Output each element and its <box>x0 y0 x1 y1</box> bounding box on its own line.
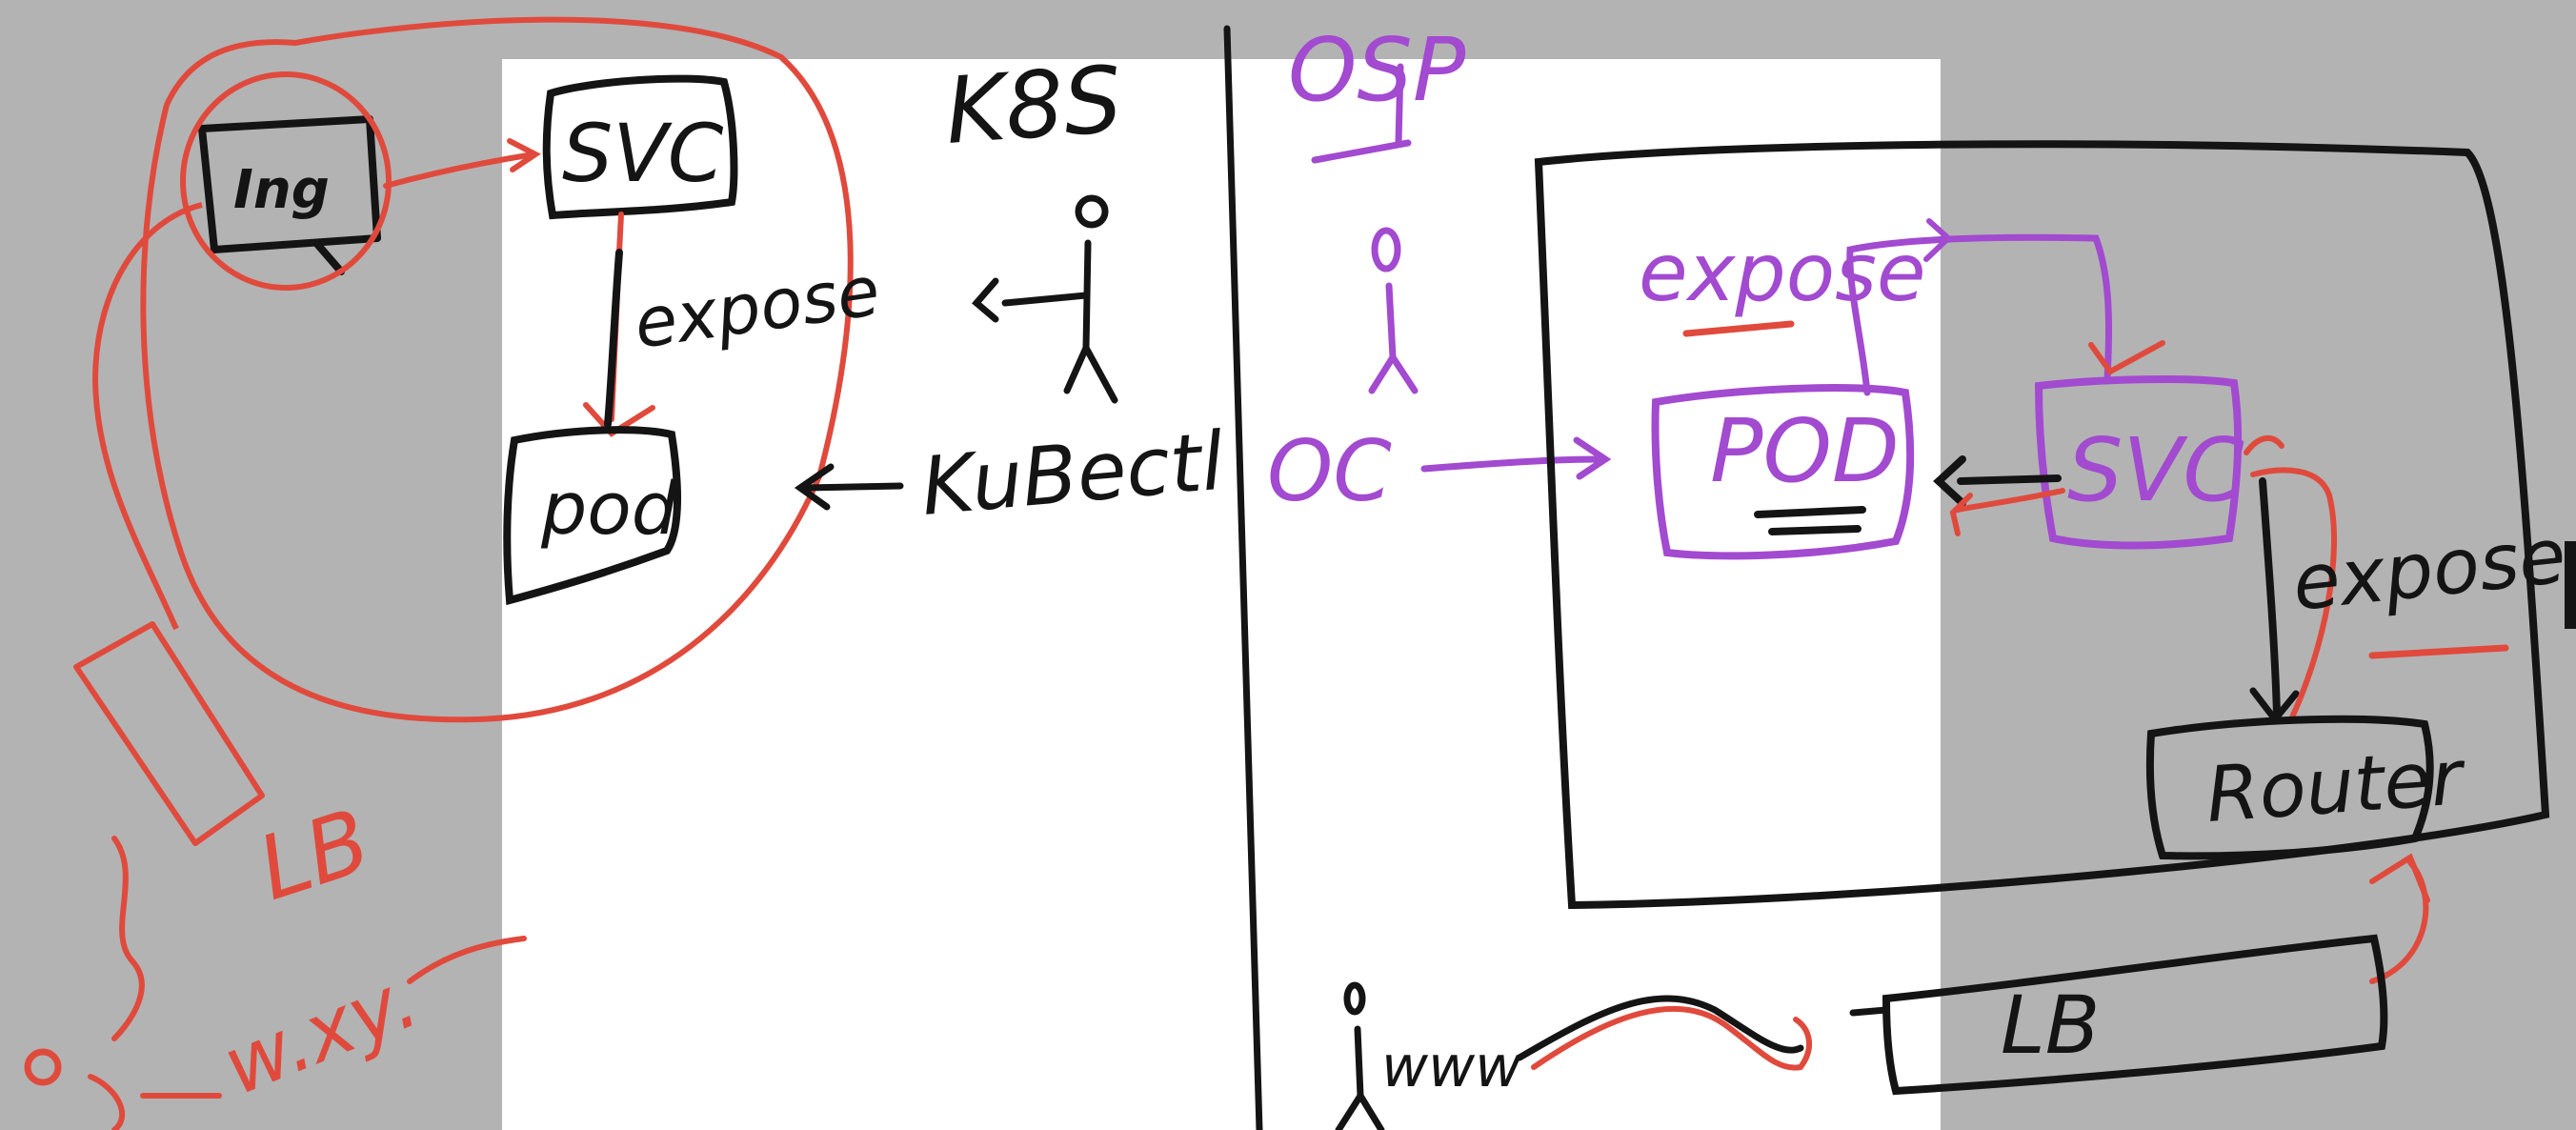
left-user-body <box>88 1074 222 1130</box>
ing-box <box>198 115 381 253</box>
divider-line <box>1223 25 1263 1130</box>
right-lb-lead <box>1849 1006 1890 1017</box>
osp-expose-label: expose <box>1639 226 1926 319</box>
left-lb-label: LB <box>247 790 382 920</box>
scroll-indicator[interactable] <box>2565 541 2576 629</box>
osp-underline-stem <box>1395 63 1404 147</box>
pod-to-svc-arrow <box>1846 233 2113 396</box>
osp-pod-underline <box>1754 506 1866 535</box>
left-squiggle <box>111 836 145 1041</box>
osp-expose-right-label: expose <box>2288 511 2569 628</box>
bottom-url-squiggle: www <box>1381 1034 1522 1100</box>
osp-user-figure <box>1368 227 1419 394</box>
right-lb-label: LB <box>2001 979 2100 1072</box>
router-box <box>2145 715 2434 860</box>
kubectl-arrowhead <box>794 463 835 511</box>
bottom-user-figure <box>1335 981 1385 1130</box>
lb-to-router-arrowhead <box>2369 853 2430 903</box>
osp-expose-right-underline <box>2368 644 2509 659</box>
bottom-black-curve <box>1516 995 1804 1061</box>
ing-label: Ing <box>233 159 330 221</box>
left-lb-box <box>73 621 265 846</box>
osp-title: OSP <box>1288 19 1466 121</box>
oc-label: OC <box>1267 422 1392 520</box>
osp-pod-box <box>1651 384 1915 560</box>
svc-to-pod-osp-arrow <box>1957 474 2062 485</box>
k8s-user-figure <box>972 194 1118 404</box>
osp-expose-underline <box>1682 320 1795 337</box>
left-url-tail <box>407 936 527 984</box>
ing-to-svc-arrowhead <box>507 138 541 172</box>
kubectl-arrow <box>801 482 904 492</box>
right-lb-box <box>1882 934 2388 1096</box>
pod-to-svc-arrowhead-top <box>1923 218 1953 262</box>
osp-pod-label: POD <box>1710 400 1900 502</box>
router-to-svc-red <box>2250 467 2337 722</box>
svc-to-router-line <box>2259 477 2281 718</box>
page-corner <box>1896 1086 1941 1130</box>
left-group-loop <box>140 16 854 723</box>
left-user-head <box>24 1048 62 1086</box>
ing-highlight-circle <box>180 71 392 291</box>
svc-to-pod-osp-red-head <box>1949 493 1973 536</box>
k8s-title: K8S <box>942 46 1125 165</box>
osp-cluster-frame <box>1534 140 2550 910</box>
left-lb-connector <box>91 202 203 631</box>
page-sheet <box>502 59 1941 1130</box>
router-label: Router <box>2204 733 2470 839</box>
ing-to-svc-arrow <box>383 151 536 189</box>
router-to-svc-red-head <box>2244 435 2284 455</box>
svc-to-pod-osp-red <box>1955 488 2065 513</box>
k8s-svc-label: SVC <box>562 107 724 200</box>
oc-to-pod-arrow <box>1420 455 1604 473</box>
oc-to-pod-arrowhead <box>1573 436 1612 480</box>
k8s-pod-box <box>503 426 682 606</box>
k8s-svc-box <box>542 74 738 220</box>
bottom-red-curve <box>1531 1005 1812 1071</box>
svc-red-check <box>2088 340 2165 375</box>
svc-to-pod-osp-arrowhead <box>1933 455 1966 507</box>
k8s-pod-label: pod <box>540 466 678 551</box>
osp-svc-label: SVC <box>2067 419 2244 521</box>
ing-tail <box>312 239 345 275</box>
left-url-label: w.xy. <box>211 952 431 1113</box>
svc-to-pod-black-line <box>604 249 623 428</box>
osp-underline <box>1311 139 1412 164</box>
